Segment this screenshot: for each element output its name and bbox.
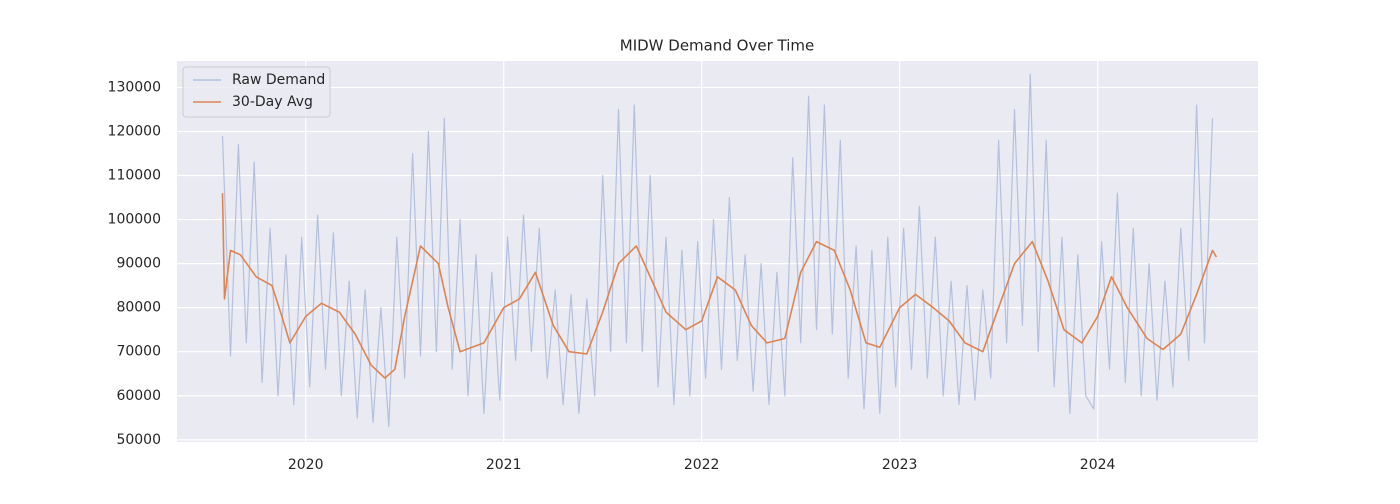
y-tick-label: 50000 (116, 432, 161, 448)
y-tick-label: 110000 (108, 168, 161, 184)
y-tick-label: 100000 (108, 212, 161, 228)
y-tick-label: 90000 (116, 256, 161, 272)
x-tick-label: 2021 (486, 457, 522, 473)
y-tick-label: 130000 (108, 79, 161, 95)
y-tick-label: 60000 (116, 388, 161, 404)
series-line (221, 73, 1214, 428)
legend-label: Raw Demand (232, 72, 325, 88)
x-tick-label: 2024 (1080, 457, 1116, 473)
plot-area (177, 61, 1258, 442)
chart-title: MIDW Demand Over Time (620, 37, 814, 55)
y-tick-label: 80000 (116, 300, 161, 316)
x-tick-label: 2020 (288, 457, 324, 473)
x-tick-label: 2022 (684, 457, 720, 473)
series-line (221, 193, 1218, 379)
y-tick-label: 70000 (116, 344, 161, 360)
legend-label: 30-Day Avg (232, 94, 313, 110)
x-tick-label: 2023 (882, 457, 918, 473)
y-tick-label: 120000 (108, 123, 161, 139)
